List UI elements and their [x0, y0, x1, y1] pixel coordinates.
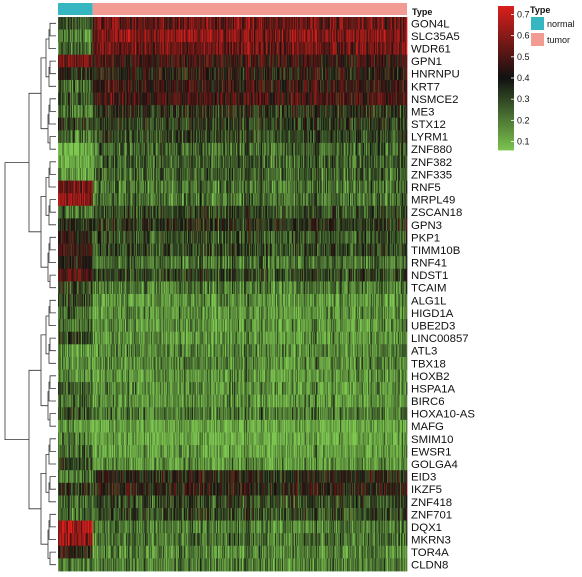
heatmap-cell — [406, 80, 407, 93]
heatmap-cell — [406, 17, 407, 30]
dendrogram-branch — [50, 200, 56, 213]
heatmap-row — [58, 118, 407, 131]
dendrogram-branch — [50, 99, 56, 112]
heatmap-matrix — [58, 17, 407, 571]
heatmap-cell — [406, 42, 407, 55]
heatmap-cell — [406, 67, 407, 80]
dendrogram-branch — [46, 39, 49, 77]
heatmap-cell — [406, 93, 407, 106]
dendrogram-branch — [50, 514, 56, 527]
dendrogram-branch — [29, 370, 41, 509]
dendrogram-branch — [50, 338, 56, 351]
heatmap-row — [58, 67, 407, 80]
dendrogram-branch — [46, 316, 49, 354]
dendrogram-branch — [50, 23, 56, 36]
heatmap-row — [58, 30, 407, 43]
dendrogram-branch — [41, 196, 48, 267]
dendrogram-branch — [41, 58, 48, 129]
heatmap-row — [58, 42, 407, 55]
dendrogram-branch — [50, 237, 56, 250]
heatmap-row — [58, 93, 407, 106]
dendrogram-branch — [50, 414, 56, 427]
dendrogram-branch — [50, 300, 56, 313]
dendrogram-branch — [50, 376, 56, 389]
dendrogram-branch — [50, 162, 56, 175]
dendrogram-branch — [41, 473, 48, 544]
dendrogram-branch — [50, 137, 56, 150]
heatmap-row — [58, 17, 407, 30]
dendrogram-branch — [50, 275, 56, 288]
heatmap-row — [58, 55, 407, 68]
dendrogram-branch — [50, 61, 56, 74]
dendrogram-branch — [46, 178, 49, 216]
dendrogram-branch — [5, 163, 29, 440]
heatmap-row — [58, 105, 407, 118]
annotation-segment-tumor — [93, 3, 407, 15]
heatmap-cell — [406, 55, 407, 68]
annotation-segment-normal — [58, 3, 93, 15]
row-dendrogram — [5, 23, 56, 564]
heatmap-row — [58, 80, 407, 93]
dendrogram-branch — [46, 455, 49, 493]
type-annotation-bar — [58, 3, 407, 15]
dendrogram-branch — [29, 93, 41, 232]
heatmap-cell — [406, 105, 407, 118]
dendrogram-branch — [50, 477, 56, 490]
dendrogram-branch — [41, 335, 48, 406]
dendrogram-branch — [50, 439, 56, 452]
heatmap-cell — [406, 30, 407, 43]
dendrogram-branch — [50, 552, 56, 565]
